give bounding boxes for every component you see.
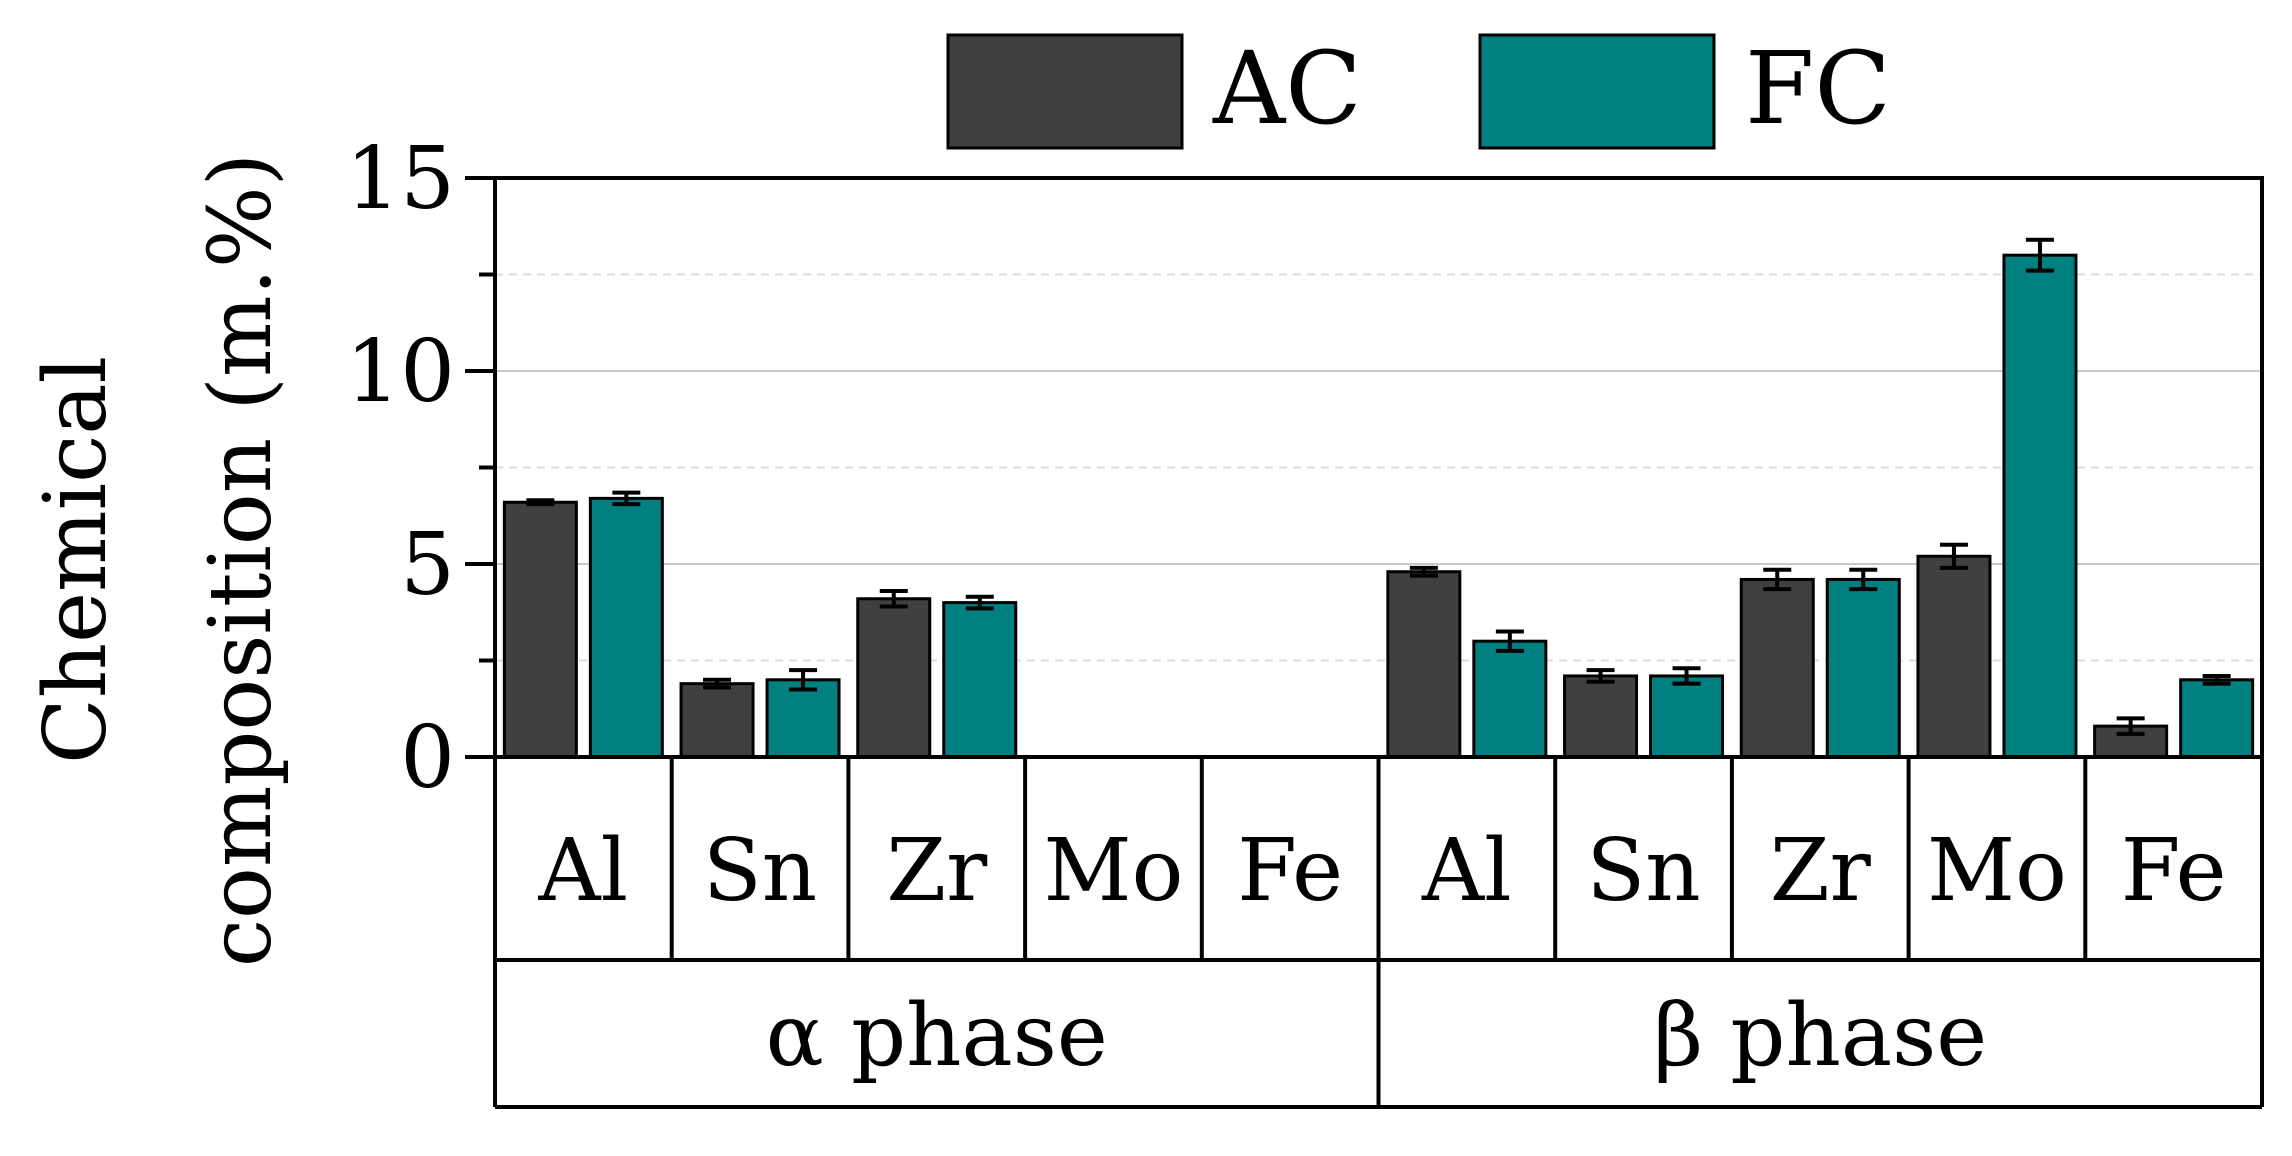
- y-tick-label: 5: [400, 515, 455, 615]
- bar-fc: [1472, 639, 1548, 759]
- error-bar-ac: [1409, 565, 1438, 578]
- y-tick-label: 0: [400, 708, 455, 808]
- error-bar-fc: [1672, 666, 1701, 686]
- legend: AC FC: [946, 30, 1891, 150]
- legend-item-fc: FC: [1478, 30, 1891, 150]
- error-bar-ac: [879, 589, 908, 609]
- legend-item-ac: AC: [946, 30, 1362, 150]
- gridlines: [495, 273, 2262, 662]
- x-category-label: Fe: [1237, 821, 1343, 921]
- bar-fc: [588, 496, 664, 759]
- legend-label: FC: [1745, 30, 1891, 147]
- bars: [502, 237, 2255, 759]
- bar-fc: [765, 678, 841, 759]
- legend-swatch: [946, 33, 1184, 150]
- bar-fc: [2179, 678, 2255, 759]
- x-category-label: Zr: [1770, 821, 1872, 921]
- error-bar-ac: [1586, 668, 1615, 684]
- group-label: β phase: [1653, 986, 1987, 1086]
- y-axis-label-line1: Chemical: [26, 356, 126, 764]
- error-bar-fc: [612, 490, 641, 507]
- group-label: α phase: [766, 986, 1108, 1086]
- error-bar-ac: [526, 498, 555, 507]
- x-category-label: Al: [538, 821, 629, 921]
- error-bar-ac: [703, 677, 732, 690]
- x-category-label: Al: [1421, 821, 1512, 921]
- legend-swatch: [1478, 33, 1716, 150]
- bar-ac: [679, 682, 755, 759]
- error-bar-fc: [2025, 237, 2054, 273]
- bar-ac: [1739, 577, 1815, 759]
- x-category-label: Zr: [886, 821, 988, 921]
- bar-fc: [942, 601, 1018, 759]
- error-bar-fc: [2202, 673, 2231, 686]
- error-bar-fc: [1849, 567, 1878, 592]
- error-bar-fc: [1495, 629, 1524, 653]
- x-category-label: Sn: [703, 821, 817, 921]
- x-category-label: Fe: [2121, 821, 2227, 921]
- x-category-label: Mo: [1927, 821, 2067, 921]
- bar-fc: [1649, 674, 1725, 759]
- y-tick-label: 15: [346, 129, 455, 229]
- x-category-label: Mo: [1044, 821, 1184, 921]
- y-axis-label-line2: composition (m.%): [191, 153, 291, 967]
- error-bar-fc: [965, 594, 994, 611]
- error-bar-ac: [2116, 716, 2145, 736]
- bar-ac: [856, 597, 932, 759]
- error-bar-fc: [789, 668, 818, 692]
- y-axis: 0 5 10 15: [346, 129, 495, 808]
- bar-ac: [502, 500, 578, 759]
- error-bar-ac: [1763, 567, 1792, 592]
- legend-label: AC: [1212, 30, 1362, 147]
- y-tick-label: 10: [346, 322, 455, 422]
- bar-ac: [1386, 570, 1462, 759]
- category-axis-table: Al Sn Zr Mo Fe Al Sn Zr Mo Fe α phase β phase: [493, 757, 2264, 1109]
- error-bar-ac: [1939, 542, 1968, 570]
- bar-ac: [1916, 554, 1992, 759]
- bar-fc: [2002, 253, 2078, 759]
- bar-fc: [1825, 577, 1901, 759]
- bar-ac: [1563, 674, 1639, 759]
- x-category-label: Sn: [1586, 821, 1700, 921]
